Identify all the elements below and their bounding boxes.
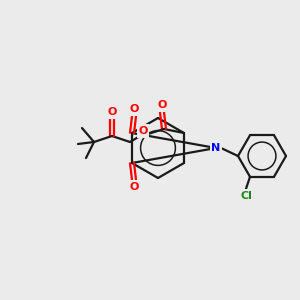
Text: O: O xyxy=(129,104,139,114)
Text: O: O xyxy=(107,107,117,117)
Text: O: O xyxy=(129,182,139,192)
Text: Cl: Cl xyxy=(240,191,252,201)
Text: O: O xyxy=(138,126,148,136)
Text: O: O xyxy=(157,100,167,110)
Text: N: N xyxy=(212,143,220,153)
